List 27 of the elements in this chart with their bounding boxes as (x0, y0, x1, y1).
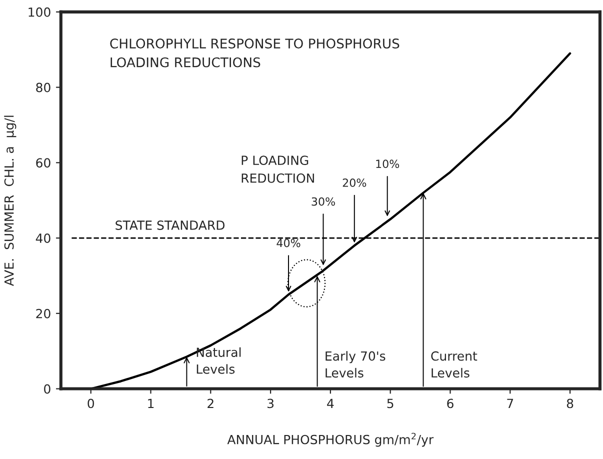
x-tick-label: 2 (208, 398, 214, 408)
annotation: Natural Levels (196, 347, 241, 374)
ref-line-label: STATE STANDARD (116, 220, 225, 230)
annotation: 40% (276, 238, 300, 248)
text: CHLOROPHYLL RESPONSE TO PHOSPHORUS LOADING REDUCTIONS (110, 38, 400, 68)
y-tick-label: 60 (36, 158, 50, 168)
x-tick-label: 7 (507, 398, 514, 408)
x-tick-label: 3 (268, 398, 274, 408)
annotation: 10% (376, 160, 400, 168)
annotation: P LOADING REDUCTION (242, 156, 314, 183)
annotation: 30% (312, 197, 335, 206)
x-axis-title: ANNUAL PHOSPHORUS gm/m$^{2}$/yr (227, 432, 434, 447)
y-axis-title: AVE. SUMMER CHL. a µg/l (4, 116, 16, 286)
annotation: 20% (342, 178, 366, 187)
x-tick-label: 8 (566, 398, 574, 408)
y-tick-label: 0 (44, 384, 50, 394)
y-tick-label: 80 (36, 82, 50, 92)
annotation: Early 70's Levels (326, 351, 386, 378)
y-tick-label: 40 (36, 234, 50, 243)
annotation: Current Levels (431, 351, 478, 378)
x-tick-label: 6 (447, 398, 454, 408)
x-tick-label: 0 (88, 398, 94, 408)
x-tick-label: 4 (327, 398, 334, 408)
y-tick-label: 20 (36, 308, 50, 318)
x-tick-label: 5 (387, 398, 394, 408)
y-tick-label: 100 (28, 7, 50, 17)
x-tick-label: 1 (148, 398, 154, 408)
